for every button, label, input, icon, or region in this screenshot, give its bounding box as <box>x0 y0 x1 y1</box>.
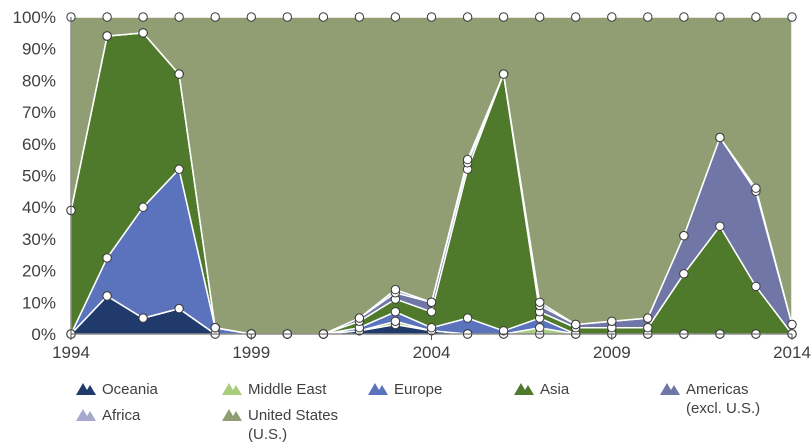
marker-middle-east-1997 <box>174 303 184 314</box>
y-tick-label: 80% <box>22 71 56 90</box>
x-tick-label: 1999 <box>232 343 270 362</box>
marker-europe-1996 <box>138 202 148 212</box>
marker-united-states-u-s-2004 <box>426 12 437 22</box>
marker-united-states-u-s-2002 <box>354 12 365 22</box>
marker-africa-2014 <box>787 319 797 330</box>
marker-united-states-u-s-2001 <box>318 12 329 22</box>
marker-africa-2011 <box>679 231 689 241</box>
legend-label: United States <box>248 407 338 424</box>
marker-africa-1995 <box>102 31 112 41</box>
legend-item-asia: Asia <box>514 381 570 398</box>
y-tick-label: 50% <box>22 167 56 186</box>
marker-africa-2008 <box>571 319 581 330</box>
legend-label: Middle East <box>248 381 327 398</box>
marker-africa-1998 <box>210 323 220 333</box>
x-tick-label: 2009 <box>593 343 631 362</box>
y-tick-label: 30% <box>22 230 56 249</box>
y-tick-label: 0% <box>31 325 56 344</box>
marker-africa-2006 <box>498 69 509 79</box>
legend-item-middle-east: Middle East <box>222 381 327 398</box>
y-tick-label: 60% <box>22 135 56 154</box>
legend-label: Europe <box>394 381 442 398</box>
area-series-group <box>70 16 793 335</box>
marker-africa-2012 <box>715 132 725 143</box>
legend-item-europe: Europe <box>368 381 442 398</box>
marker-united-states-u-s-2007 <box>535 12 545 22</box>
marker-europe-2006 <box>498 326 509 336</box>
marker-united-states-u-s-2010 <box>643 12 653 22</box>
marker-africa-1997 <box>174 69 184 79</box>
marker-united-states-u-s-2013 <box>751 12 761 22</box>
marker-africa-1996 <box>138 28 148 38</box>
marker-africa-2009 <box>607 316 617 326</box>
marker-united-states-u-s-2009 <box>607 12 617 22</box>
marker-united-states-u-s-2014 <box>787 12 797 22</box>
marker-africa-2005 <box>462 154 473 165</box>
marker-europe-2004 <box>426 323 437 333</box>
marker-europe-2005 <box>462 313 473 323</box>
marker-africa-2010 <box>643 313 653 323</box>
marker-middle-east-2003 <box>390 316 401 326</box>
marker-united-states-u-s-1998 <box>210 12 220 22</box>
marker-united-states-u-s-2006 <box>498 12 509 22</box>
marker-europe-1995 <box>102 253 112 263</box>
legend-label-line2: (excl. U.S.) <box>686 400 760 417</box>
legend-label: Oceania <box>102 381 159 398</box>
legend-label: Americas <box>686 381 749 398</box>
marker-united-states-u-s-2012 <box>715 12 725 22</box>
legend-label: Africa <box>102 407 141 424</box>
legend-item-united-states-u-s: United States (U.S.) <box>222 407 338 443</box>
x-tick-label: 2004 <box>413 343 451 362</box>
marker-asia-2010 <box>643 323 653 333</box>
legend-swatch <box>222 383 242 395</box>
x-tick-label: 1994 <box>52 343 90 362</box>
marker-africa-2004 <box>426 297 437 307</box>
legend-swatch <box>222 409 242 421</box>
marker-middle-east-1995 <box>102 291 112 301</box>
marker-europe-2003 <box>390 307 401 317</box>
legend-item-americas-excl-u-s: Americas (excl. U.S.) <box>660 381 760 417</box>
marker-africa-2002 <box>354 313 365 323</box>
marker-united-states-u-s-1995 <box>102 12 112 22</box>
marker-united-states-u-s-2008 <box>571 12 581 22</box>
y-tick-label: 10% <box>22 293 56 312</box>
marker-united-states-u-s-1997 <box>174 12 184 22</box>
legend-item-oceania: Oceania <box>76 381 159 398</box>
legend-swatch <box>76 409 96 421</box>
y-tick-label: 100% <box>13 8 56 27</box>
marker-united-states-u-s-2011 <box>679 12 689 22</box>
marker-middle-east-1996 <box>138 313 148 323</box>
marker-africa-2007 <box>535 297 545 307</box>
y-tick-label: 90% <box>22 40 56 59</box>
legend-swatch <box>368 383 388 395</box>
marker-united-states-u-s-1999 <box>246 12 257 22</box>
legend: Oceania Middle East Europe Asia Americas (exc… <box>76 381 760 443</box>
marker-asia-2004 <box>426 307 437 317</box>
marker-united-states-u-s-1996 <box>138 12 148 22</box>
legend-item-africa: Africa <box>76 407 141 424</box>
marker-united-states-u-s-2005 <box>462 12 473 22</box>
axes: 0% 10% 20% 30% 40% 50% 60% 70% 80% 90% 100% 1994 199… <box>13 8 811 362</box>
marker-united-states-u-s-2000 <box>282 12 292 22</box>
legend-swatch <box>660 383 680 395</box>
marker-middle-east-2007 <box>535 323 545 333</box>
marker-africa-2013 <box>751 183 761 193</box>
legend-swatch <box>514 383 534 395</box>
marker-africa-2003 <box>390 284 401 295</box>
y-tick-label: 40% <box>22 198 56 217</box>
marker-asia-2011 <box>679 269 689 279</box>
x-tick-label: 2014 <box>773 343 811 362</box>
legend-label: Asia <box>540 381 570 398</box>
marker-united-states-u-s-2003 <box>390 12 401 22</box>
marker-europe-1997 <box>174 164 184 174</box>
y-tick-label: 70% <box>22 103 56 122</box>
y-tick-label: 20% <box>22 262 56 281</box>
legend-label-line2: (U.S.) <box>248 426 287 443</box>
marker-asia-2013 <box>751 281 761 292</box>
marker-asia-2012 <box>715 221 725 231</box>
legend-swatch <box>76 383 96 395</box>
